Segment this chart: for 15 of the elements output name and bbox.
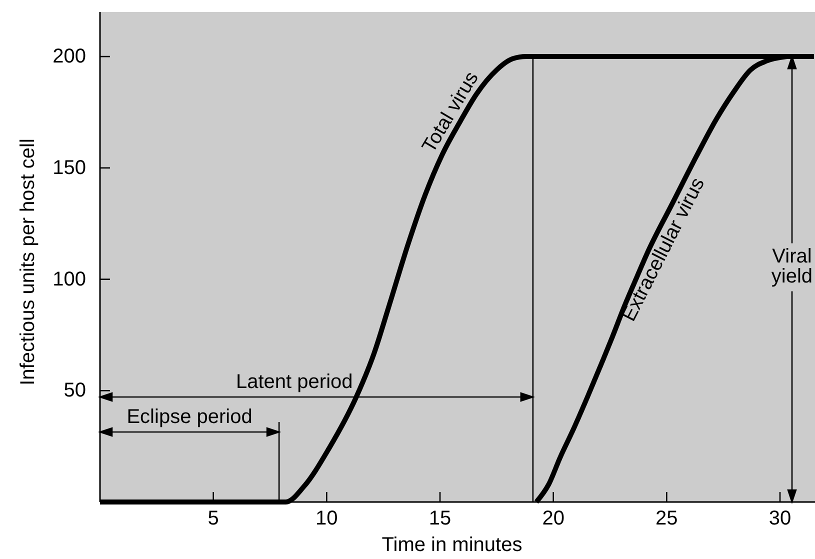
y-tick-label: 100 [52, 268, 86, 290]
y-axis-title: Infectious units per host cell [17, 138, 39, 386]
x-tick-label: 10 [316, 508, 338, 530]
x-axis-title: Time in minutes [382, 534, 522, 556]
x-tick-label: 25 [656, 508, 678, 530]
annotation: Viral yield [771, 245, 813, 288]
y-tick-label: 150 [52, 156, 86, 179]
x-tick-label: 20 [542, 508, 564, 530]
annotation: Latent period [236, 371, 353, 393]
annotation: Eclipse period [126, 406, 252, 428]
x-tick-label: 5 [208, 508, 219, 530]
x-tick-label: 15 [428, 508, 452, 530]
x-tick-label: 30 [768, 508, 792, 530]
y-tick-label: 50 [64, 380, 86, 402]
y-tick-label: 200 [52, 46, 86, 68]
